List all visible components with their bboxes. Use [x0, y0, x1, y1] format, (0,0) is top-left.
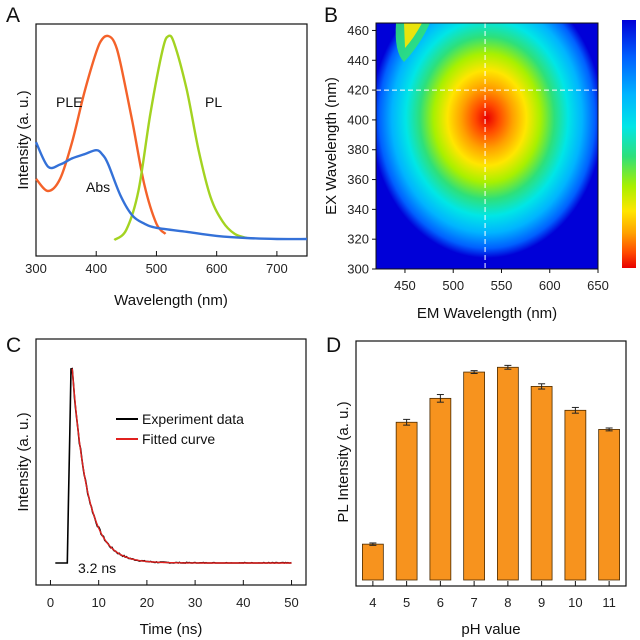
panel-b-ytick-label: 400 — [347, 112, 369, 127]
panel-b-xlabel: EM Wavelength (nm) — [417, 305, 557, 322]
panel-b-ytick-label: 440 — [347, 53, 369, 68]
bar-ph-10 — [564, 409, 587, 581]
panel-b-xtick-label: 650 — [587, 278, 609, 293]
panel-d-xtick-label: 5 — [403, 595, 410, 610]
bar-ph-5 — [395, 421, 418, 581]
panel-b-letter: B — [324, 4, 338, 27]
panel-c-xlabel: Time (ns) — [140, 621, 203, 638]
panel-c-frame — [35, 338, 307, 586]
panel-b-ytick-label: 380 — [347, 142, 369, 157]
panel-b-ytick-label: 300 — [347, 262, 369, 277]
panel-a-ylabel: Intensity (a. u.) — [15, 90, 32, 189]
panel-d-frame — [355, 340, 627, 587]
panel-d-xtick-label: 6 — [437, 595, 444, 610]
panel-d-xtick-label: 8 — [504, 595, 511, 610]
panel-a-xtick-label: 600 — [206, 261, 228, 276]
bar-ph-9 — [530, 386, 553, 581]
panel-b-ytick-label: 320 — [347, 232, 369, 247]
pl-label: PL — [205, 94, 222, 110]
panel-c-xtick-label: 20 — [140, 595, 154, 610]
bar-ph-8 — [497, 366, 519, 581]
series-ple-line — [35, 34, 167, 235]
panel-d-xtick-label: 11 — [602, 595, 616, 610]
panel-c-ylabel: Intensity (a. u.) — [15, 412, 32, 511]
panel-d-xtick-label: 10 — [568, 595, 582, 610]
series-pl-line — [113, 34, 248, 242]
panel-b-ytick-label: 420 — [347, 83, 369, 98]
panel-b-xtick-label: 450 — [394, 278, 416, 293]
panel-b-ytick-label: 360 — [347, 172, 369, 187]
panel-a-letter: A — [6, 4, 20, 27]
panel-d-xtick-label: 7 — [471, 595, 478, 610]
panel-a-xtick-label: 500 — [146, 261, 168, 276]
panel-c-letter: C — [6, 334, 21, 357]
panel-b-ytick-label: 340 — [347, 202, 369, 217]
series-experiment-data-line — [55, 367, 292, 564]
abs-label: Abs — [86, 179, 110, 195]
panel-d-xtick-label: 4 — [369, 595, 376, 610]
panel-b-xtick-label: 600 — [539, 278, 561, 293]
panel-b-ytick-label: 460 — [347, 23, 369, 38]
panel-a: A 300 400 500 600 700 PLE PL Abs Wavelength … — [6, 4, 308, 309]
panel-c-xtick-label: 10 — [91, 595, 105, 610]
panel-d-xtick-label: 9 — [538, 595, 545, 610]
panel-b-frame — [375, 22, 599, 270]
legend-experiment-label: Experiment data — [142, 411, 244, 427]
ple-label: PLE — [56, 94, 82, 110]
panel-d-letter: D — [326, 334, 341, 357]
heatmap-scatter-band — [395, 23, 430, 62]
panel-b-ylabel: EX Wavelength (nm) — [323, 77, 340, 215]
panel-a-xtick-label: 300 — [25, 261, 47, 276]
heatmap-contour-field — [376, 23, 598, 258]
panel-d-ylabel: PL Intensity (a. u.) — [335, 401, 352, 522]
panel-d: D 4 5 6 7 8 9 10 11 pH value PL Intensity (a. u… — [326, 334, 627, 638]
bar-ph-6 — [429, 397, 452, 581]
bar-ph-7 — [463, 371, 485, 581]
panel-c-xtick-label: 30 — [188, 595, 202, 610]
series-abs-line — [34, 141, 308, 241]
panel-b: B 450 500 550 600 650 300 320 340 360 380 400 420 44… — [323, 4, 636, 322]
bar-ph-11 — [598, 429, 620, 581]
panel-b-xtick-label: 500 — [442, 278, 464, 293]
panel-b-xtick-label: 550 — [491, 278, 513, 293]
panel-c-xtick-label: 0 — [47, 595, 54, 610]
colorbar — [622, 20, 636, 268]
bar-ph-4 — [362, 543, 384, 581]
series-fitted-curve-line — [71, 368, 292, 564]
panel-a-xtick-label: 400 — [85, 261, 107, 276]
legend-fitted-label: Fitted curve — [142, 431, 215, 447]
panel-c-xtick-label: 50 — [284, 595, 298, 610]
panel-c-xtick-label: 40 — [236, 595, 250, 610]
panel-a-frame — [35, 23, 308, 257]
panel-c: C 0 10 20 30 40 50 Experiment data Fitted cur… — [6, 334, 307, 638]
lifetime-annotation: 3.2 ns — [78, 560, 116, 576]
panel-d-xlabel: pH value — [461, 621, 520, 638]
panel-a-xtick-label: 700 — [266, 261, 288, 276]
heatmap-scatter-band-core — [404, 23, 422, 48]
panel-a-xlabel: Wavelength (nm) — [114, 292, 228, 309]
